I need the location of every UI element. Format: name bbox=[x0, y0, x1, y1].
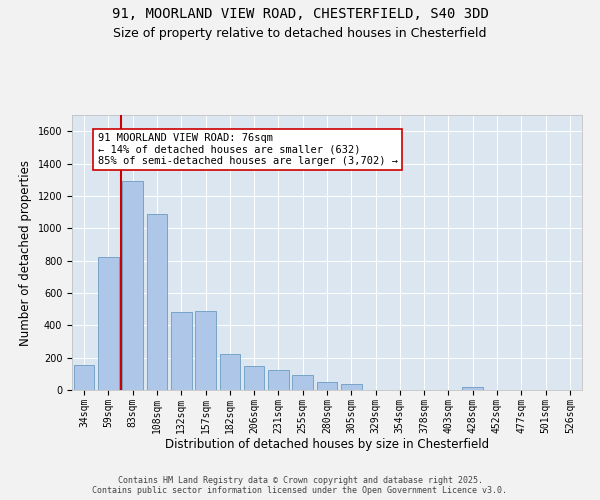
Bar bbox=[74, 365, 94, 390]
Bar bbox=[195, 310, 216, 390]
Bar bbox=[317, 382, 337, 390]
Bar bbox=[341, 384, 362, 390]
Text: Contains HM Land Registry data © Crown copyright and database right 2025.
Contai: Contains HM Land Registry data © Crown c… bbox=[92, 476, 508, 495]
Bar bbox=[98, 258, 119, 390]
Text: 91 MOORLAND VIEW ROAD: 76sqm
← 14% of detached houses are smaller (632)
85% of s: 91 MOORLAND VIEW ROAD: 76sqm ← 14% of de… bbox=[97, 133, 398, 166]
Bar bbox=[146, 214, 167, 390]
Bar bbox=[463, 387, 483, 390]
Bar bbox=[220, 354, 240, 390]
X-axis label: Distribution of detached houses by size in Chesterfield: Distribution of detached houses by size … bbox=[165, 438, 489, 452]
Text: Size of property relative to detached houses in Chesterfield: Size of property relative to detached ho… bbox=[113, 28, 487, 40]
Bar bbox=[244, 366, 265, 390]
Bar bbox=[122, 182, 143, 390]
Y-axis label: Number of detached properties: Number of detached properties bbox=[19, 160, 32, 346]
Bar bbox=[292, 376, 313, 390]
Text: 91, MOORLAND VIEW ROAD, CHESTERFIELD, S40 3DD: 91, MOORLAND VIEW ROAD, CHESTERFIELD, S4… bbox=[112, 8, 488, 22]
Bar bbox=[171, 312, 191, 390]
Bar bbox=[268, 370, 289, 390]
